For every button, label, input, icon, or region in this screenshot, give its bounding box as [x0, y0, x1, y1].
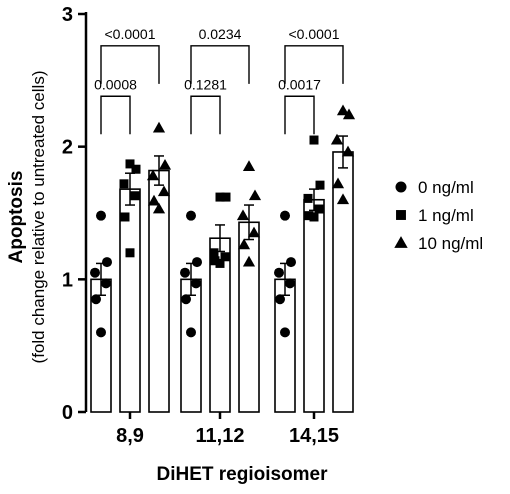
- y-axis-subtitle: (fold change relative to untreated cells…: [29, 71, 48, 364]
- data-point: [158, 158, 172, 170]
- data-point: [309, 135, 319, 145]
- data-point: [130, 191, 140, 201]
- data-point: [131, 164, 141, 174]
- x-tick-label: 8,9: [116, 425, 144, 447]
- data-point: [96, 210, 106, 221]
- data-point: [274, 267, 284, 278]
- significance-bracket: [284, 95, 315, 135]
- x-tick-label: 14,15: [289, 425, 339, 447]
- data-point: [336, 104, 350, 116]
- data-point: [280, 210, 290, 221]
- data-point: [181, 294, 191, 305]
- p-value-label: <0.0001: [289, 26, 340, 42]
- data-point: [248, 189, 262, 201]
- data-point: [247, 226, 261, 238]
- data-point: [147, 194, 161, 206]
- bar: [119, 188, 141, 413]
- data-point: [236, 209, 250, 221]
- data-point: [90, 267, 100, 278]
- y-axis-title-group: Apoptosis (fold change relative to untre…: [6, 71, 48, 364]
- data-point: [237, 238, 251, 250]
- x-axis-title: DiHET regioisomer: [156, 464, 328, 485]
- legend-label: 10 ng/ml: [418, 234, 483, 253]
- data-point: [102, 257, 112, 268]
- significance-bracket: [190, 95, 221, 135]
- legend-label: 0 ng/ml: [418, 178, 474, 197]
- data-point: [314, 204, 324, 214]
- data-point: [209, 248, 219, 258]
- significance-bracket: [284, 45, 344, 84]
- data-point: [221, 192, 231, 202]
- y-tick-label: 2: [62, 137, 73, 159]
- p-value-label: 0.0234: [199, 26, 242, 42]
- data-point: [330, 133, 344, 145]
- y-tick-label: 1: [62, 269, 73, 291]
- p-value-label: 0.1281: [184, 76, 227, 92]
- y-tick-label: 3: [62, 4, 73, 26]
- data-point: [125, 159, 135, 169]
- significance-bracket: [190, 45, 250, 84]
- data-point: [242, 160, 256, 171]
- data-point: [186, 210, 196, 221]
- significance-bracket: [100, 95, 131, 135]
- p-value-label: 0.0008: [94, 76, 137, 92]
- data-point: [119, 179, 129, 189]
- legend: 0 ng/ml 1 ng/ml 10 ng/ml: [394, 178, 483, 253]
- data-point: [286, 257, 296, 268]
- data-point: [152, 121, 166, 133]
- data-point: [101, 278, 111, 289]
- data-point: [220, 252, 230, 262]
- data-point: [120, 212, 130, 222]
- data-point: [152, 202, 166, 214]
- data-point: [242, 255, 256, 267]
- data-point: [331, 177, 345, 189]
- data-point: [304, 211, 314, 221]
- data-point: [342, 108, 356, 120]
- x-tick-label: 11,12: [196, 425, 245, 447]
- legend-label: 1 ng/ml: [418, 206, 474, 225]
- legend-marker: [396, 210, 406, 220]
- bar: [238, 221, 260, 413]
- data-point: [341, 145, 355, 157]
- legend-marker: [395, 181, 407, 193]
- data-point: [285, 278, 295, 289]
- data-point: [309, 212, 319, 222]
- data-point: [303, 193, 313, 203]
- significance-bracket: [100, 45, 160, 84]
- data-point: [91, 294, 101, 305]
- bar: [332, 151, 354, 413]
- data-point: [280, 327, 290, 338]
- legend-marker: [394, 236, 408, 248]
- data-point: [275, 294, 285, 305]
- plot-area: 0 1 2 3 8,9 11,12 14,15 0.0008 <0.0001 0.1281 0.02…: [62, 4, 356, 447]
- data-point: [186, 327, 196, 338]
- data-point: [215, 258, 225, 268]
- data-point: [180, 267, 190, 278]
- data-point: [157, 185, 171, 197]
- data-point: [125, 248, 135, 258]
- data-point: [215, 192, 225, 202]
- data-point: [210, 256, 220, 266]
- data-point: [191, 278, 201, 289]
- data-point: [96, 327, 106, 338]
- data-point: [336, 193, 350, 205]
- p-value-label: <0.0001: [105, 26, 156, 42]
- data-point: [315, 180, 325, 190]
- data-point: [146, 169, 160, 181]
- bar: [303, 198, 325, 413]
- p-value-label: 0.0017: [278, 76, 321, 92]
- data-point: [192, 257, 202, 268]
- y-tick-label: 0: [62, 402, 73, 424]
- y-axis-title: Apoptosis: [6, 171, 27, 264]
